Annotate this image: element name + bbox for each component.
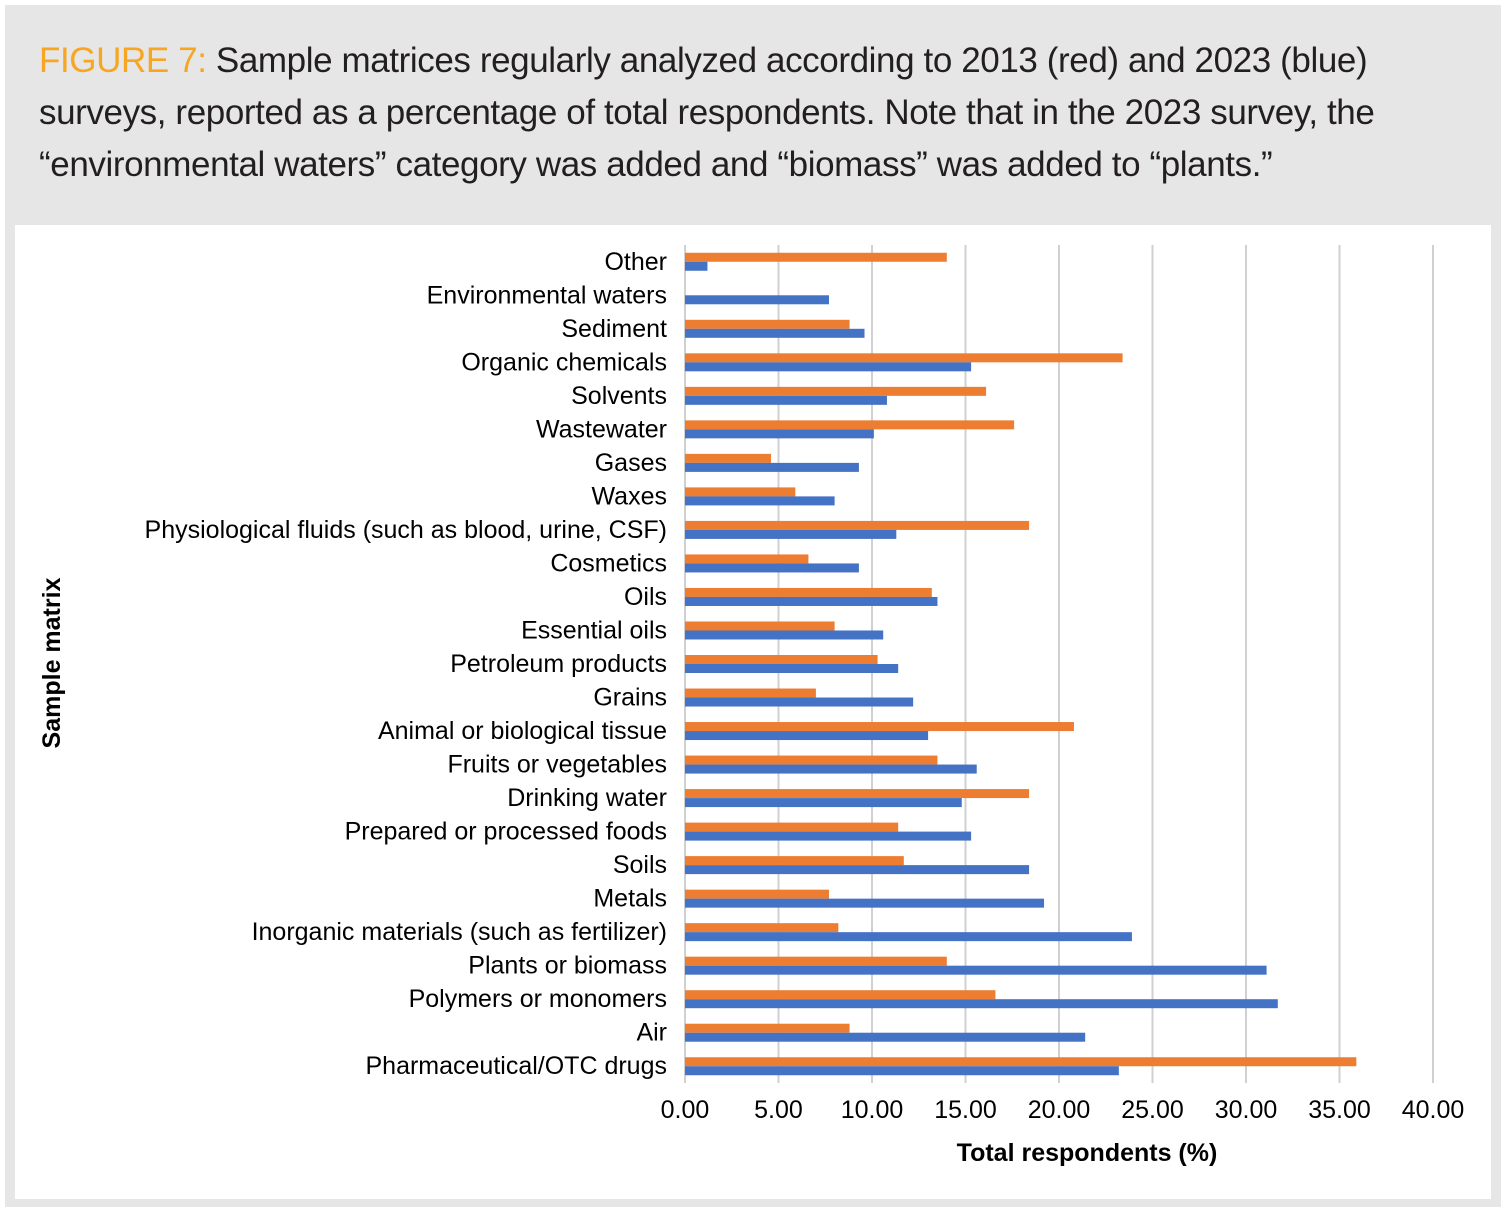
category-label: Animal or biological tissue bbox=[378, 717, 667, 745]
category-label: Petroleum products bbox=[450, 650, 667, 678]
figure-container: FIGURE 7: Sample matrices regularly anal… bbox=[5, 5, 1501, 1207]
category-label: Essential oils bbox=[521, 616, 667, 644]
bar-2013 bbox=[685, 587, 932, 597]
x-axis-title: Total respondents (%) bbox=[957, 1139, 1218, 1167]
bar-2023 bbox=[685, 731, 929, 741]
bar-2023 bbox=[685, 697, 914, 707]
x-tick-label: 15.00 bbox=[934, 1096, 997, 1124]
bar-2023 bbox=[685, 295, 829, 305]
category-label: Waxes bbox=[592, 482, 667, 510]
bar-2013 bbox=[685, 990, 996, 1000]
category-label: Plants or biomass bbox=[468, 952, 667, 980]
gridlines bbox=[684, 245, 1434, 1083]
bar-2023 bbox=[685, 563, 859, 573]
bar-2023 bbox=[685, 664, 899, 673]
bar-2013 bbox=[685, 923, 839, 933]
category-label: Metals bbox=[593, 885, 667, 913]
bars bbox=[685, 252, 1357, 1076]
category-label: Cosmetics bbox=[550, 549, 667, 577]
x-tick-labels: 0.00 5.00 10.00 15.00 20.00 25.00 30.00 35.00 40… bbox=[661, 1096, 1465, 1124]
category-label: Solvents bbox=[571, 382, 667, 410]
figure-caption: FIGURE 7: Sample matrices regularly anal… bbox=[39, 35, 1479, 191]
bar-2023 bbox=[685, 965, 1267, 975]
bar-2023 bbox=[685, 798, 962, 808]
bar-2023 bbox=[685, 596, 938, 606]
bar-2023 bbox=[685, 261, 708, 271]
category-label: Soils bbox=[613, 851, 667, 879]
bar-2023 bbox=[685, 1066, 1119, 1076]
bar-2023 bbox=[685, 865, 1030, 875]
bar-2013 bbox=[685, 1057, 1357, 1067]
bar-2023 bbox=[685, 1032, 1086, 1042]
bar-2013 bbox=[685, 889, 829, 899]
category-label: Physiological fluids (such as blood, uri… bbox=[145, 516, 667, 544]
bar-2023 bbox=[685, 831, 972, 841]
bar-2023 bbox=[685, 429, 874, 439]
bar-2013 bbox=[685, 956, 947, 966]
bar-2023 bbox=[685, 764, 977, 774]
x-tick-label: 10.00 bbox=[841, 1096, 904, 1124]
bar-2013 bbox=[685, 252, 947, 262]
x-tick-label: 30.00 bbox=[1215, 1096, 1278, 1124]
chart-panel: Other Environmental waters Sediment Organic… bbox=[15, 225, 1491, 1199]
bar-2013 bbox=[685, 353, 1123, 363]
bar-2013 bbox=[685, 856, 904, 866]
category-label: Grains bbox=[593, 684, 667, 712]
bar-2013 bbox=[685, 1023, 850, 1033]
x-tick-label: 0.00 bbox=[661, 1096, 710, 1124]
bar-2013 bbox=[685, 655, 878, 664]
bar-2013 bbox=[685, 822, 899, 832]
category-label: Fruits or vegetables bbox=[447, 751, 667, 779]
category-label: Oils bbox=[624, 583, 667, 611]
category-label: Air bbox=[636, 1019, 667, 1047]
x-tick-label: 20.00 bbox=[1028, 1096, 1091, 1124]
x-tick-label: 5.00 bbox=[754, 1096, 803, 1124]
bar-2023 bbox=[685, 898, 1045, 908]
bar-2013 bbox=[685, 621, 835, 631]
bar-2013 bbox=[685, 789, 1030, 799]
bar-2023 bbox=[685, 630, 884, 640]
bar-2013 bbox=[685, 420, 1015, 430]
bar-2013 bbox=[685, 386, 987, 396]
category-label: Other bbox=[604, 248, 667, 276]
y-axis-title: Sample matrix bbox=[38, 577, 66, 748]
bar-2023 bbox=[685, 395, 887, 405]
category-label: Drinking water bbox=[507, 784, 667, 812]
category-label: Polymers or monomers bbox=[409, 985, 667, 1013]
bar-2023 bbox=[685, 496, 835, 506]
category-label: Wastewater bbox=[536, 415, 667, 443]
bar-2013 bbox=[685, 487, 796, 497]
bar-2023 bbox=[685, 462, 859, 472]
bar-2013 bbox=[685, 453, 772, 463]
bar-chart: Other Environmental waters Sediment Organic… bbox=[38, 245, 1465, 1167]
bar-2013 bbox=[685, 688, 816, 698]
bar-2013 bbox=[685, 755, 938, 765]
category-label: Prepared or processed foods bbox=[345, 818, 667, 846]
bar-2023 bbox=[685, 362, 972, 372]
bar-2023 bbox=[685, 932, 1132, 942]
category-label: Organic chemicals bbox=[461, 348, 667, 376]
bar-2023 bbox=[685, 999, 1278, 1009]
category-label: Environmental waters bbox=[427, 281, 667, 309]
category-label: Pharmaceutical/OTC drugs bbox=[365, 1052, 667, 1080]
bar-2013 bbox=[685, 520, 1030, 530]
category-label: Gases bbox=[595, 449, 667, 477]
figure-label: FIGURE 7: bbox=[39, 41, 207, 80]
bar-2013 bbox=[685, 319, 850, 329]
bar-2023 bbox=[685, 529, 897, 539]
category-labels: Other Environmental waters Sediment Organic… bbox=[145, 248, 668, 1080]
category-label: Sediment bbox=[561, 315, 667, 343]
x-tick-label: 35.00 bbox=[1308, 1096, 1371, 1124]
bar-2023 bbox=[685, 328, 865, 338]
figure-caption-text: Sample matrices regularly analyzed accor… bbox=[39, 41, 1375, 184]
x-tick-label: 25.00 bbox=[1121, 1096, 1184, 1124]
category-label: Inorganic materials (such as fertilizer) bbox=[252, 918, 667, 946]
x-tick-label: 40.00 bbox=[1402, 1096, 1465, 1124]
bar-2013 bbox=[685, 722, 1074, 732]
bar-2013 bbox=[685, 554, 809, 564]
